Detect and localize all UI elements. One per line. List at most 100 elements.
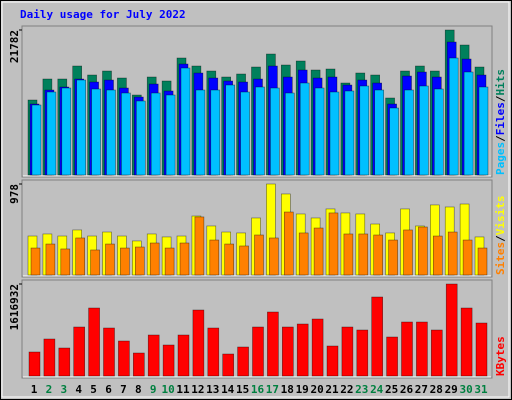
bar <box>386 336 398 377</box>
bar <box>43 338 56 377</box>
legend-separator: / <box>494 95 507 102</box>
bar <box>344 90 355 176</box>
bar <box>224 243 234 276</box>
bar <box>210 89 221 176</box>
bar <box>298 232 309 276</box>
x-tick-label: 14 <box>221 383 235 396</box>
bar <box>240 91 250 176</box>
y-tick-label: 978 <box>8 184 21 204</box>
x-tick-label: 12 <box>191 383 204 396</box>
bar <box>195 89 206 176</box>
bar <box>296 323 309 377</box>
bar <box>222 353 234 377</box>
bar <box>91 88 101 176</box>
x-tick-label: 23 <box>355 383 368 396</box>
bar <box>477 247 488 276</box>
bar <box>254 234 264 276</box>
bar <box>270 87 280 176</box>
bar <box>30 247 41 276</box>
bar <box>314 87 325 176</box>
bar <box>460 307 473 377</box>
bar <box>388 239 398 276</box>
bar <box>255 86 265 176</box>
bar <box>284 92 295 176</box>
bar <box>106 89 116 176</box>
bar <box>343 233 354 276</box>
bar <box>430 329 443 377</box>
bar <box>374 89 385 176</box>
bar <box>45 243 56 276</box>
bar <box>225 84 235 176</box>
bar <box>373 234 384 276</box>
bar <box>341 326 354 377</box>
bar <box>61 87 72 176</box>
bar <box>105 243 115 276</box>
bar <box>180 67 191 176</box>
bar <box>150 92 161 176</box>
x-tick-label: 4 <box>75 383 82 396</box>
bar <box>283 211 294 276</box>
x-tick-label: 13 <box>206 383 219 396</box>
legend: KBytes <box>494 336 507 376</box>
bar <box>60 248 71 276</box>
legend: Pages/Files/Hits <box>494 69 507 175</box>
bar <box>404 89 414 176</box>
x-tick-label: 25 <box>385 383 398 396</box>
bar <box>239 245 249 276</box>
x-tick-label: 28 <box>430 383 443 396</box>
bar <box>31 104 42 176</box>
x-tick-label: 10 <box>161 383 174 396</box>
y-tick-label: 1616932 <box>8 284 21 330</box>
x-tick-label: 29 <box>445 383 458 396</box>
x-tick-label: 31 <box>474 383 488 396</box>
bar <box>136 100 146 176</box>
bar <box>58 347 71 377</box>
x-tick-label: 22 <box>340 383 353 396</box>
bar <box>329 91 340 176</box>
x-tick-label: 30 <box>459 383 472 396</box>
bar <box>209 239 220 276</box>
x-tick-label: 16 <box>251 383 265 396</box>
legend-entry: Sites <box>494 242 507 275</box>
x-tick-label: 26 <box>400 383 414 396</box>
bar <box>419 85 429 176</box>
x-tick-label: 17 <box>266 383 279 396</box>
bar <box>179 242 190 276</box>
y-tick-label: 21782 <box>8 30 21 63</box>
legend-entry: Hits <box>494 69 507 96</box>
bar <box>76 79 86 176</box>
bar <box>358 233 369 276</box>
x-tick-label: 24 <box>370 383 384 396</box>
bar <box>147 334 160 377</box>
bar <box>359 85 370 176</box>
bar <box>75 237 85 276</box>
bar <box>269 237 279 276</box>
bar <box>252 326 264 377</box>
x-tick-label: 5 <box>90 383 97 396</box>
x-tick-label: 15 <box>236 383 249 396</box>
bar <box>120 247 130 276</box>
bar <box>177 334 190 377</box>
x-tick-label: 19 <box>296 383 309 396</box>
bar <box>149 242 160 276</box>
bar <box>418 226 428 276</box>
bar <box>432 235 443 276</box>
bar <box>135 246 145 276</box>
bar <box>389 107 399 176</box>
legend-entry: Pages <box>494 142 507 175</box>
bar <box>46 91 57 176</box>
legend-entry: Files <box>494 102 507 135</box>
bar <box>462 239 473 276</box>
legend-separator: / <box>494 135 507 142</box>
bar <box>401 321 413 377</box>
x-tick-label: 7 <box>120 383 127 396</box>
bar <box>447 231 458 276</box>
bar <box>121 92 131 176</box>
bar <box>162 344 175 377</box>
x-tick-label: 27 <box>415 383 428 396</box>
bar <box>448 57 459 176</box>
bar <box>328 212 339 276</box>
bar <box>326 345 339 377</box>
legend-separator: / <box>494 235 507 242</box>
